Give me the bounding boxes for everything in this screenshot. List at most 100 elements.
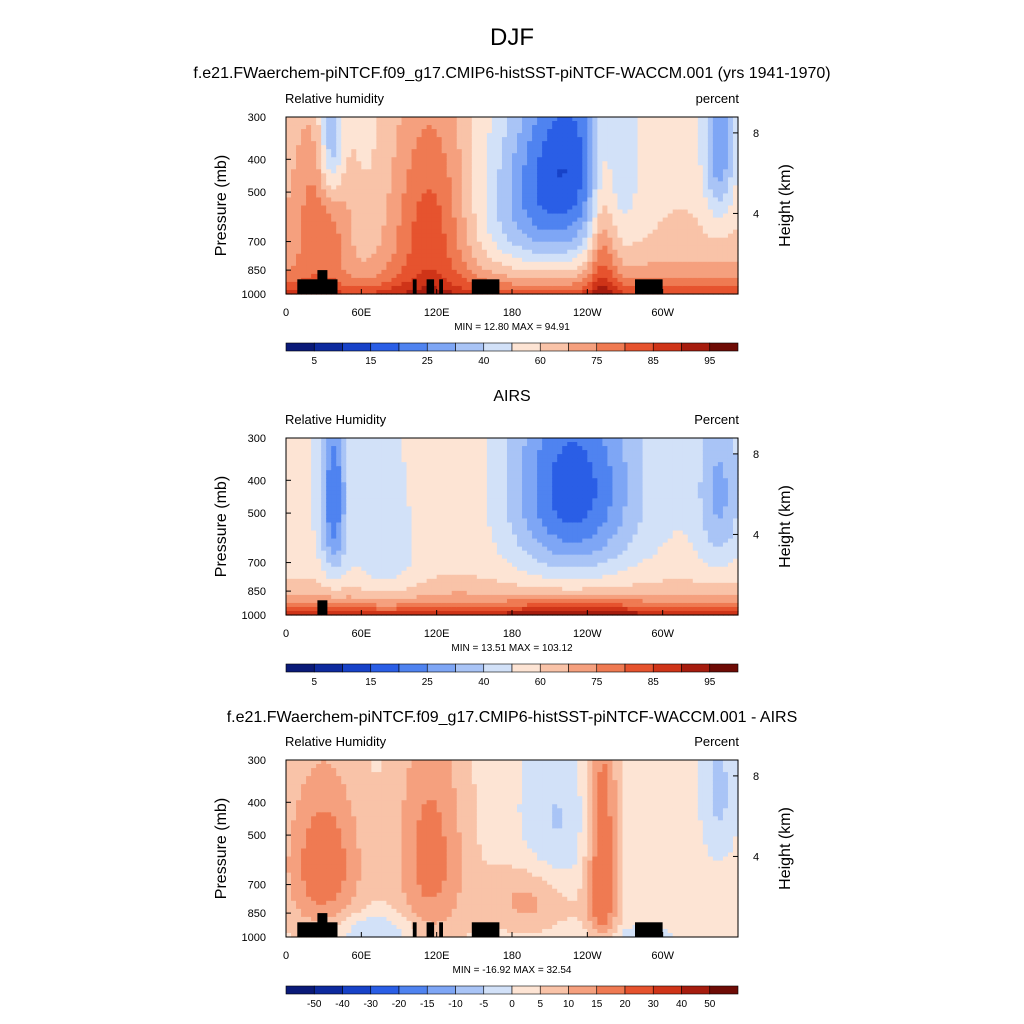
field-cell [336, 209, 342, 215]
field-cell [491, 181, 498, 186]
field-cell [341, 458, 347, 463]
field-cell [336, 466, 342, 471]
field-cell [602, 261, 609, 267]
field-cell [371, 514, 377, 520]
field-cell [336, 442, 342, 447]
field-cell [682, 153, 689, 158]
field-cell [356, 257, 362, 263]
field-cell [732, 165, 739, 170]
field-cell [456, 173, 463, 178]
field-cell [431, 125, 438, 130]
field-cell [592, 141, 598, 146]
field-cell [622, 181, 629, 186]
field-cell [647, 233, 654, 239]
field-cell [361, 277, 367, 283]
field-cell [386, 450, 393, 455]
field-cell [597, 165, 603, 170]
field-cell [592, 205, 598, 211]
field-cell [391, 165, 398, 170]
field-cell [406, 173, 413, 178]
field-cell [592, 265, 598, 271]
field-cell [436, 193, 443, 199]
field-cell [712, 181, 719, 186]
field-cell [607, 205, 614, 211]
field-cell [321, 225, 327, 231]
field-cell [662, 205, 669, 211]
field-cell [441, 129, 448, 134]
field-cell [326, 458, 332, 463]
field-cell [542, 277, 548, 283]
field-cell [331, 177, 337, 182]
field-cell [301, 482, 307, 487]
field-cell [692, 157, 699, 162]
field-cell [291, 610, 297, 616]
field-cell [291, 558, 297, 564]
field-cell [532, 189, 538, 195]
field-cell [612, 261, 619, 267]
field-cell [657, 237, 664, 243]
field-cell [732, 177, 739, 182]
field-cell [391, 233, 398, 239]
field-cell [727, 129, 734, 134]
colorbar-swatch [596, 342, 626, 352]
field-cell [371, 141, 377, 146]
field-cell [697, 225, 704, 231]
field-cell [532, 237, 538, 243]
field-cell [366, 530, 372, 536]
field-cell [316, 478, 322, 483]
field-cell [597, 257, 603, 263]
field-cell [667, 233, 674, 239]
field-cell [562, 277, 568, 283]
field-cell [451, 241, 458, 247]
field-cell [291, 574, 297, 580]
field-cell [617, 165, 624, 170]
field-cell [451, 169, 458, 174]
field-cell [637, 225, 644, 231]
field-cell [727, 289, 734, 295]
field-cell [672, 213, 679, 219]
field-cell [642, 209, 649, 215]
field-cell [386, 149, 393, 154]
field-cell [552, 269, 558, 275]
field-cell [316, 462, 322, 467]
field-cell [532, 249, 538, 255]
field-cell [296, 550, 302, 556]
field-cell [557, 277, 563, 283]
field-cell [687, 257, 694, 263]
field-cell [652, 253, 659, 259]
field-cell [471, 253, 478, 259]
field-cell [707, 181, 714, 186]
field-cell [286, 261, 292, 267]
field-cell [677, 257, 684, 263]
field-cell [577, 153, 583, 158]
field-cell [607, 145, 614, 150]
field-cell [376, 273, 383, 279]
field-cell [431, 225, 438, 231]
field-cell [512, 229, 518, 235]
field-cell [441, 157, 448, 162]
field-cell [361, 546, 367, 552]
field-cell [411, 133, 418, 138]
field-cell [346, 177, 352, 182]
field-cell [446, 177, 453, 182]
field-cell [506, 265, 513, 271]
field-cell [376, 141, 383, 146]
field-cell [732, 241, 739, 247]
field-cell [522, 277, 528, 283]
field-cell [326, 257, 332, 263]
field-cell [431, 141, 438, 146]
field-cell [381, 598, 388, 604]
field-cell [441, 165, 448, 170]
field-cell [441, 249, 448, 255]
field-cell [512, 189, 518, 195]
field-cell [527, 117, 533, 122]
field-cell [361, 125, 367, 130]
field-cell [351, 526, 357, 532]
field-cell [517, 189, 523, 195]
field-cell [532, 125, 538, 130]
field-cell [567, 209, 573, 215]
field-cell [296, 197, 302, 203]
field-cell [707, 169, 714, 174]
field-cell [517, 257, 523, 263]
field-cell [306, 237, 312, 243]
